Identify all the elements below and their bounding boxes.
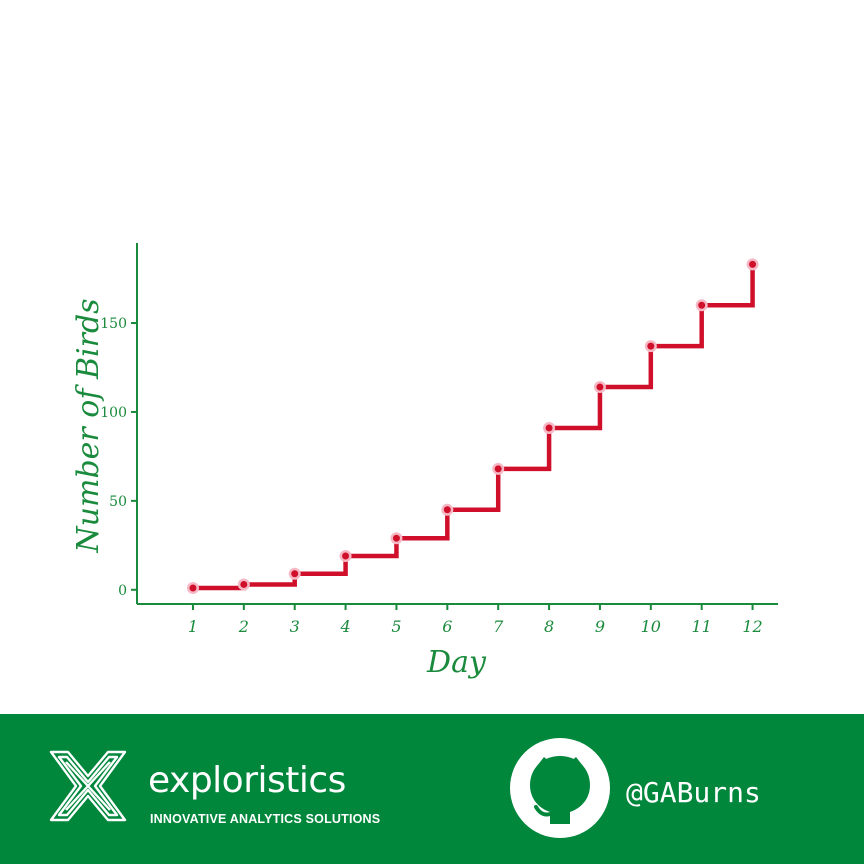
- data-point: [494, 465, 502, 473]
- x-axis-title: Day: [426, 645, 487, 680]
- data-point: [647, 342, 655, 350]
- series-step-line: [192, 264, 755, 591]
- x-tick-label: 12: [742, 617, 762, 636]
- x-tick-label: 7: [493, 617, 504, 636]
- data-point: [291, 570, 299, 578]
- x-tick-label: 8: [544, 617, 554, 636]
- x-tick-label: 11: [692, 617, 712, 636]
- brand-name: exploristics: [148, 760, 346, 801]
- x-tick-label: 9: [595, 617, 605, 636]
- data-point: [392, 534, 400, 542]
- y-tick-label: 150: [100, 316, 127, 332]
- github-octocat-icon: [510, 738, 610, 838]
- x-tick-label: 2: [238, 617, 249, 636]
- data-point: [240, 580, 248, 588]
- y-tick-label: 50: [109, 494, 127, 510]
- x-tick-label: 3: [290, 617, 300, 636]
- data-point: [443, 506, 451, 514]
- data-point: [189, 584, 197, 592]
- exploristics-x-logo-icon: [49, 750, 127, 822]
- x-tick-label: 10: [641, 617, 661, 636]
- data-point: [545, 424, 553, 432]
- github-handle: @GABurns: [626, 776, 761, 809]
- data-point: [342, 552, 350, 560]
- data-point: [698, 301, 706, 309]
- chart-area: 0 50 100 150 1 2 3 4 5 6 7 8 9 10 11 12 Day Number of Bir…: [71, 243, 778, 680]
- x-tick-label: 6: [442, 617, 452, 636]
- brand-tagline: INNOVATIVE ANALYTICS SOLUTIONS: [150, 812, 381, 826]
- footer-banner: [0, 714, 864, 864]
- data-point: [749, 260, 757, 268]
- x-tick-label: 1: [188, 617, 198, 636]
- y-tick-label: 100: [100, 405, 127, 421]
- x-tick-label: 4: [339, 617, 350, 636]
- x-tick-label: 5: [391, 617, 401, 636]
- y-axis-title: Number of Birds: [71, 298, 106, 553]
- data-point: [596, 383, 604, 391]
- y-tick-label: 0: [118, 583, 127, 599]
